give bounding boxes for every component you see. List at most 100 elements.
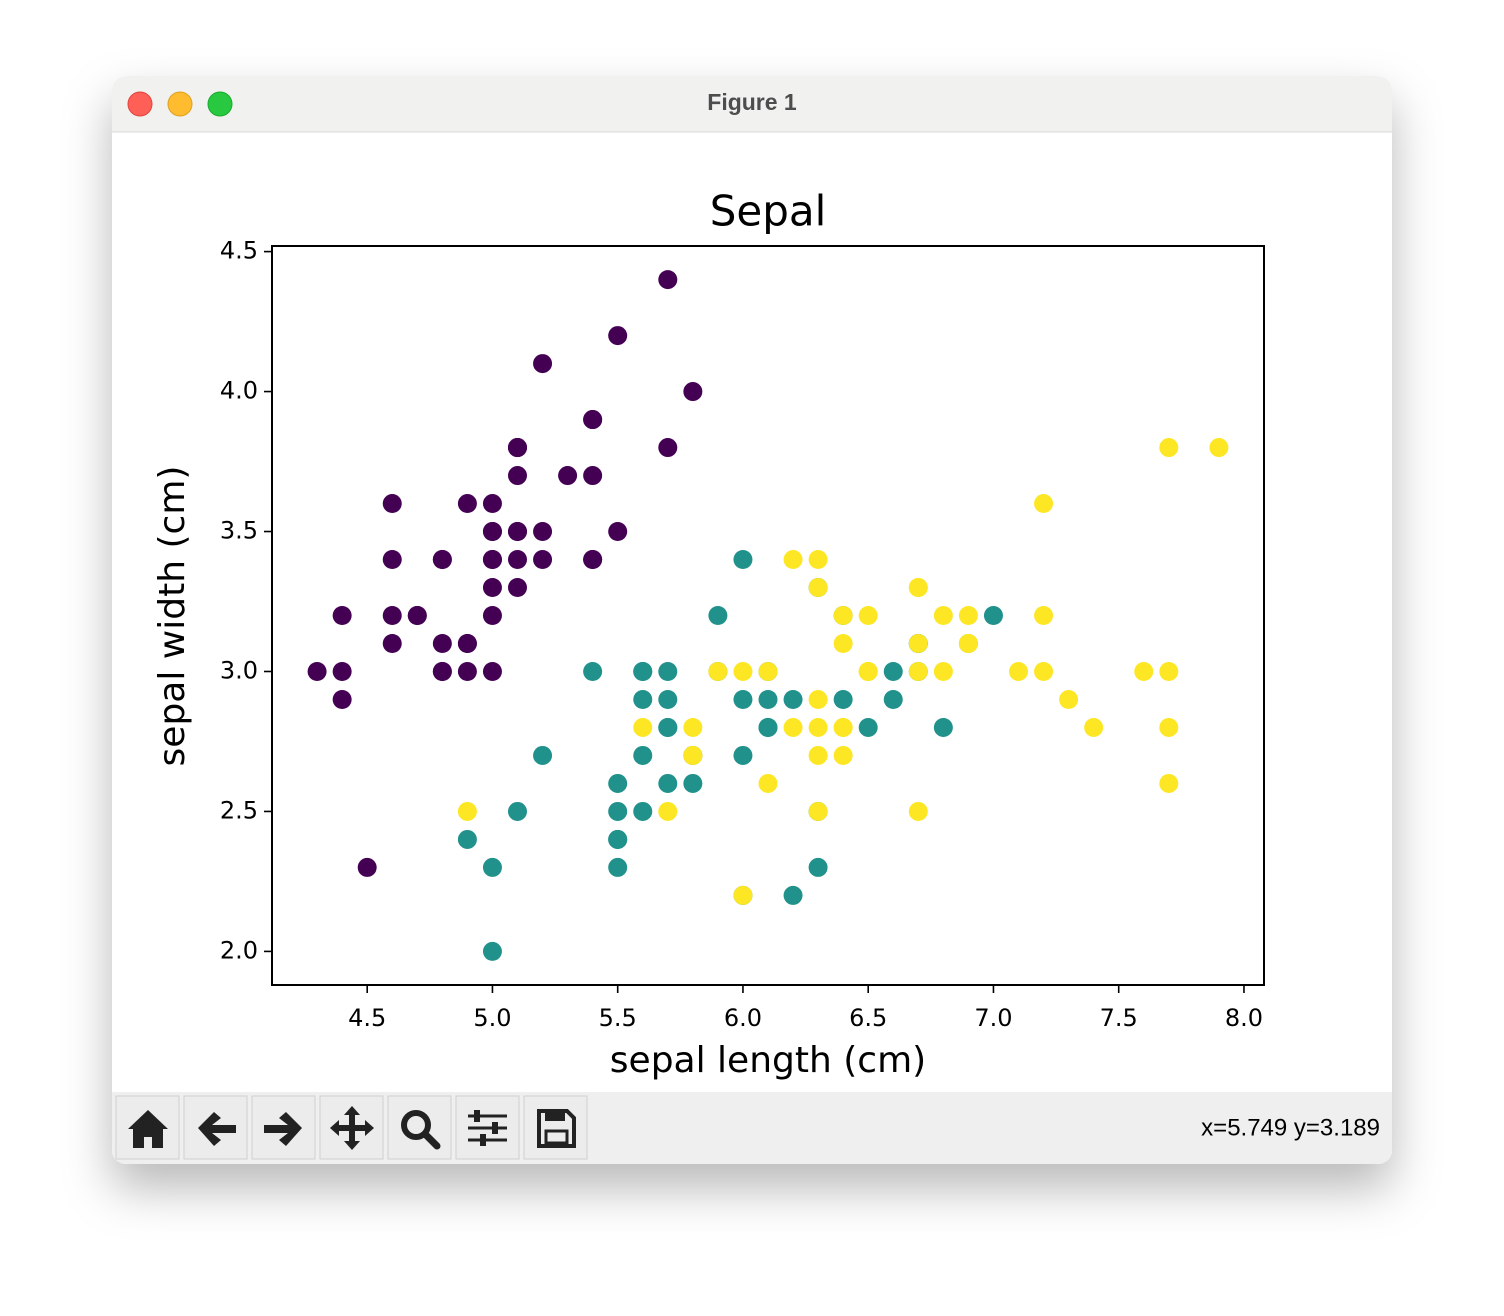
point [908,633,928,653]
point [708,606,728,625]
point [533,522,553,542]
point [608,773,628,793]
point [533,550,553,570]
point [958,606,978,625]
point [507,522,527,542]
point [533,354,553,374]
point [808,857,828,877]
point [683,382,703,402]
point [758,717,778,737]
point [833,689,853,709]
point [933,717,953,737]
point [833,633,853,653]
point [382,606,402,625]
zoom-tool-button[interactable] [387,1095,452,1160]
y-tick-label: 3.0 [220,656,258,684]
forward-button[interactable] [251,1095,316,1160]
point [833,717,853,737]
x-axis-label: sepal length (cm) [610,1040,926,1081]
point [482,550,502,570]
point [783,689,803,709]
point [958,633,978,653]
point [332,606,352,625]
plot-area [307,270,1229,961]
point [482,857,502,877]
point [482,941,502,961]
point [658,773,678,793]
point [1159,438,1179,458]
zoom-button[interactable] [207,91,233,117]
point [533,745,553,765]
close-button[interactable] [127,91,153,117]
point [883,661,903,681]
y-tick-label: 4.0 [220,377,258,405]
point [683,745,703,765]
point [332,661,352,681]
y-tick-label: 2.5 [220,796,258,824]
point [783,717,803,737]
point [1034,494,1054,514]
point [1159,661,1179,681]
point [733,689,753,709]
point [608,829,628,849]
x-tick-label: 4.5 [348,1004,386,1032]
point [583,550,603,570]
minimize-button[interactable] [167,91,193,117]
point [432,661,452,681]
point [933,606,953,625]
point [933,661,953,681]
y-tick-label: 3.5 [220,517,258,545]
point [633,717,653,737]
point [658,801,678,821]
back-button[interactable] [183,1095,248,1160]
point [683,717,703,737]
point [883,689,903,709]
point [1159,717,1179,737]
point [583,466,603,486]
configure-button[interactable] [455,1095,520,1160]
point [507,438,527,458]
point [507,801,527,821]
home-button[interactable] [115,1095,180,1160]
x-tick-label: 6.5 [849,1004,887,1032]
point [558,466,578,486]
point [457,661,477,681]
point [1034,661,1054,681]
point [432,550,452,570]
point [658,689,678,709]
point [382,633,402,653]
point [432,633,452,653]
point [808,578,828,598]
x-tick-label: 7.0 [974,1004,1012,1032]
y-tick-label: 2.0 [220,936,258,964]
point [457,801,477,821]
point [808,717,828,737]
window [112,76,1392,1164]
point [658,270,678,290]
point [783,550,803,570]
x-tick-label: 7.5 [1100,1004,1138,1032]
point [783,885,803,905]
point [507,578,527,598]
point [482,578,502,598]
point [1059,689,1079,709]
point [808,550,828,570]
point [608,801,628,821]
point [457,633,477,653]
point [808,745,828,765]
point [633,801,653,821]
save-button[interactable] [523,1095,588,1160]
point [1134,661,1154,681]
point [708,661,728,681]
point [507,550,527,570]
point [1009,661,1029,681]
point [658,717,678,737]
point [908,661,928,681]
point [482,661,502,681]
point [733,550,753,570]
point [357,857,377,877]
point [583,661,603,681]
point [658,438,678,458]
pan-button[interactable] [319,1095,384,1160]
